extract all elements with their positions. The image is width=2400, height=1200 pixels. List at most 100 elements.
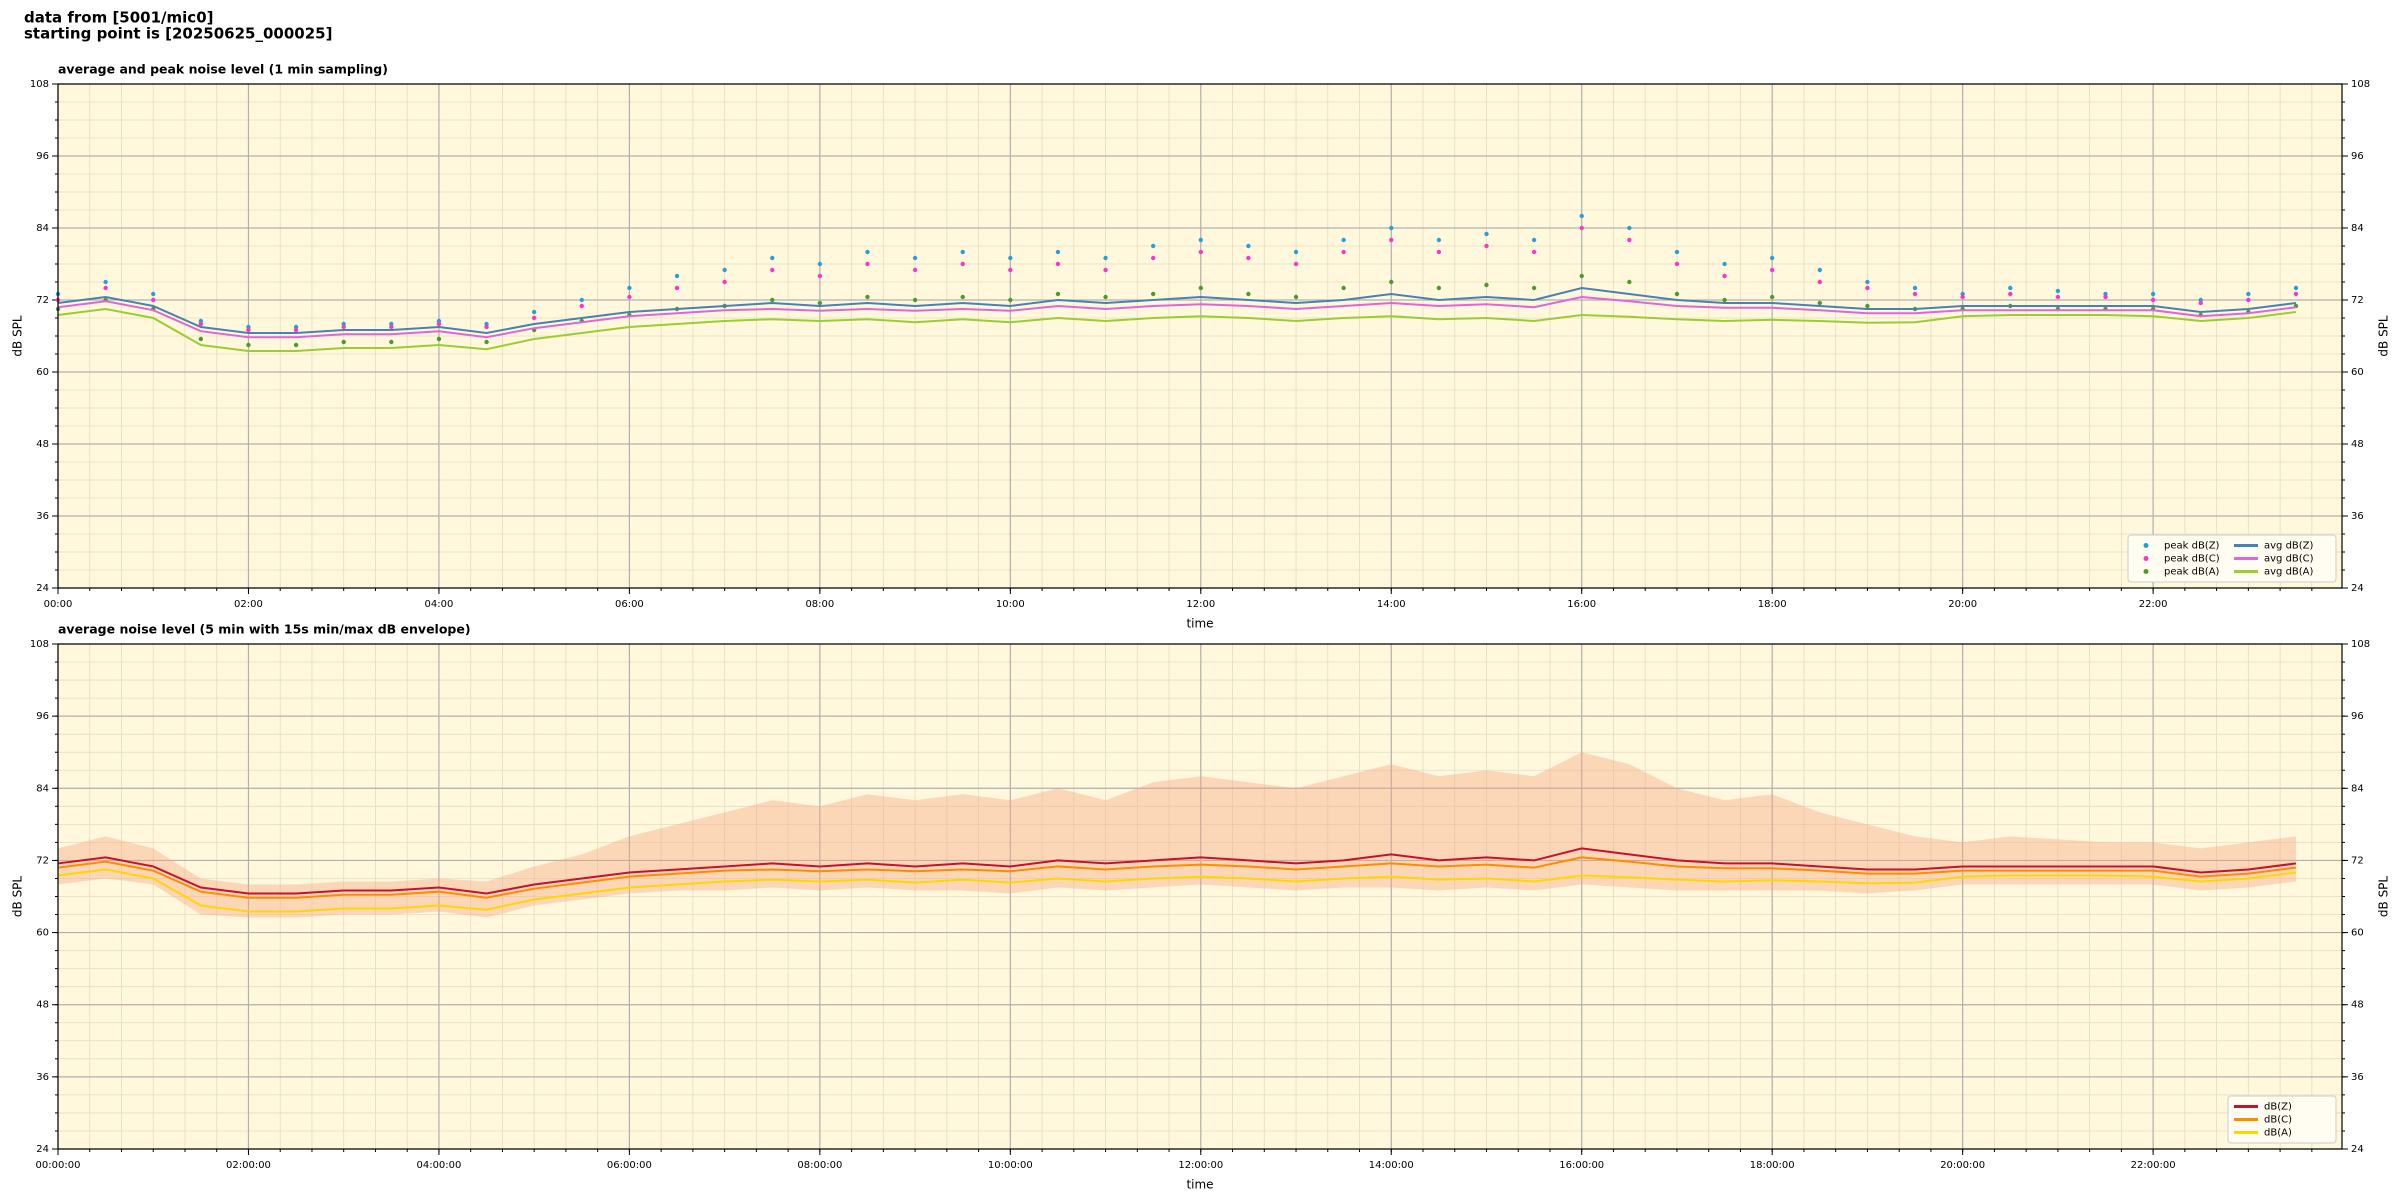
plot-frame	[57, 643, 2343, 1150]
x-tick-label: 00:00:00	[36, 1160, 81, 1171]
peak-point	[1865, 285, 1870, 291]
y2-tick-label: 84	[2351, 223, 2364, 234]
y2-axis-label: dB SPL	[2377, 315, 2391, 357]
peak-point	[579, 303, 584, 309]
peak-point	[1389, 225, 1394, 231]
y-tick-label: 84	[36, 783, 49, 794]
y-tick-label: 96	[36, 711, 49, 722]
peak-point	[1484, 282, 1489, 288]
peak-point	[246, 342, 251, 348]
peak-point	[1436, 249, 1442, 255]
plot-frame	[57, 83, 2343, 589]
y-tick-label: 36	[36, 511, 49, 522]
peak-point	[1912, 291, 1918, 297]
x-tick-label: 22:00:00	[2131, 1160, 2176, 1171]
peak-point	[960, 249, 965, 255]
y2-tick-label: 108	[2351, 639, 2370, 650]
peak-point	[1008, 267, 1013, 273]
peak-point	[1293, 261, 1299, 267]
peak-point	[579, 297, 584, 303]
peak-point	[1008, 255, 1013, 261]
y-tick-label: 96	[36, 151, 49, 162]
peak-point	[1674, 261, 1680, 267]
peak-point	[1055, 249, 1061, 255]
y-tick-label: 72	[36, 855, 49, 866]
peak-point	[817, 273, 823, 279]
peak-point	[103, 285, 108, 291]
y-axis-label: dB SPL	[11, 876, 25, 918]
legend-marker	[2143, 556, 2149, 561]
y2-tick-label: 60	[2351, 367, 2364, 378]
x-tick-label: 20:00:00	[1940, 1160, 1985, 1171]
legend-label: peak dB(A)	[2164, 567, 2220, 578]
legend-label: dB(Z)	[2264, 1102, 2292, 1113]
peak-point	[674, 273, 680, 279]
x-tick-label: 20:00	[1948, 599, 1977, 610]
y2-tick-label: 108	[2351, 79, 2370, 90]
peak-point	[151, 297, 156, 303]
y2-axis-label: dB SPL	[2377, 876, 2391, 918]
legend-label: dB(A)	[2264, 1128, 2292, 1139]
peak-point	[1579, 225, 1584, 231]
peak-point	[1150, 255, 1156, 261]
peak-point	[1198, 249, 1203, 255]
legend-label: avg dB(C)	[2264, 554, 2314, 565]
peak-point	[293, 342, 299, 348]
peak-point	[2293, 291, 2299, 297]
chart-panel: 24 24 36 36 48 48 60 60 72 72 84 84 96 96 108 108 00:00 0…	[11, 62, 2391, 631]
peak-point	[1484, 243, 1489, 249]
peak-point	[103, 279, 108, 285]
peak-point	[1722, 261, 1727, 267]
peak-point	[1103, 294, 1108, 300]
x-tick-label: 22:00	[2139, 599, 2168, 610]
y2-tick-label: 72	[2351, 855, 2364, 866]
peak-point	[2293, 285, 2299, 291]
envelope-area	[58, 752, 2296, 918]
peak-point	[1579, 273, 1584, 279]
y-tick-label: 48	[36, 439, 49, 450]
peak-point	[2055, 288, 2061, 294]
peak-point	[1769, 255, 1775, 261]
peak-point	[389, 339, 394, 345]
peak-point	[1436, 237, 1442, 243]
y2-tick-label: 96	[2351, 711, 2364, 722]
peak-point	[1055, 261, 1061, 267]
peak-point	[198, 336, 204, 342]
peak-point	[1246, 255, 1251, 261]
peak-point	[1341, 285, 1346, 291]
x-tick-label: 06:00	[615, 599, 644, 610]
x-tick-label: 12:00	[1186, 599, 1215, 610]
y-tick-label: 48	[36, 1000, 49, 1011]
peak-point	[865, 261, 870, 267]
legend-label: peak dB(C)	[2164, 554, 2220, 565]
peak-point	[389, 324, 394, 330]
peak-point	[960, 294, 965, 300]
peak-point	[1436, 285, 1442, 291]
peak-point	[817, 300, 823, 306]
series-line	[57, 295, 2297, 339]
peak-point	[1198, 237, 1203, 243]
peak-point	[1198, 285, 1203, 291]
peak-point	[722, 267, 727, 273]
peak-point	[293, 327, 299, 333]
peak-point	[484, 339, 489, 345]
series-line	[57, 847, 2297, 895]
peak-point	[531, 309, 537, 315]
legend-label: avg dB(Z)	[2264, 541, 2314, 552]
y2-tick-label: 84	[2351, 783, 2364, 794]
x-tick-label: 16:00:00	[1559, 1160, 1604, 1171]
peak-point	[151, 291, 156, 297]
peak-point	[2150, 297, 2156, 303]
peak-point	[960, 261, 965, 267]
peak-point	[1389, 237, 1394, 243]
peak-point	[341, 324, 346, 330]
x-tick-label: 08:00	[805, 599, 834, 610]
peak-point	[1103, 255, 1108, 261]
peak-point	[1103, 267, 1108, 273]
chart-title: average and peak noise level (1 min samp…	[58, 62, 388, 77]
x-tick-label: 04:00:00	[416, 1160, 461, 1171]
peak-point	[912, 267, 918, 273]
y-tick-label: 108	[30, 639, 49, 650]
